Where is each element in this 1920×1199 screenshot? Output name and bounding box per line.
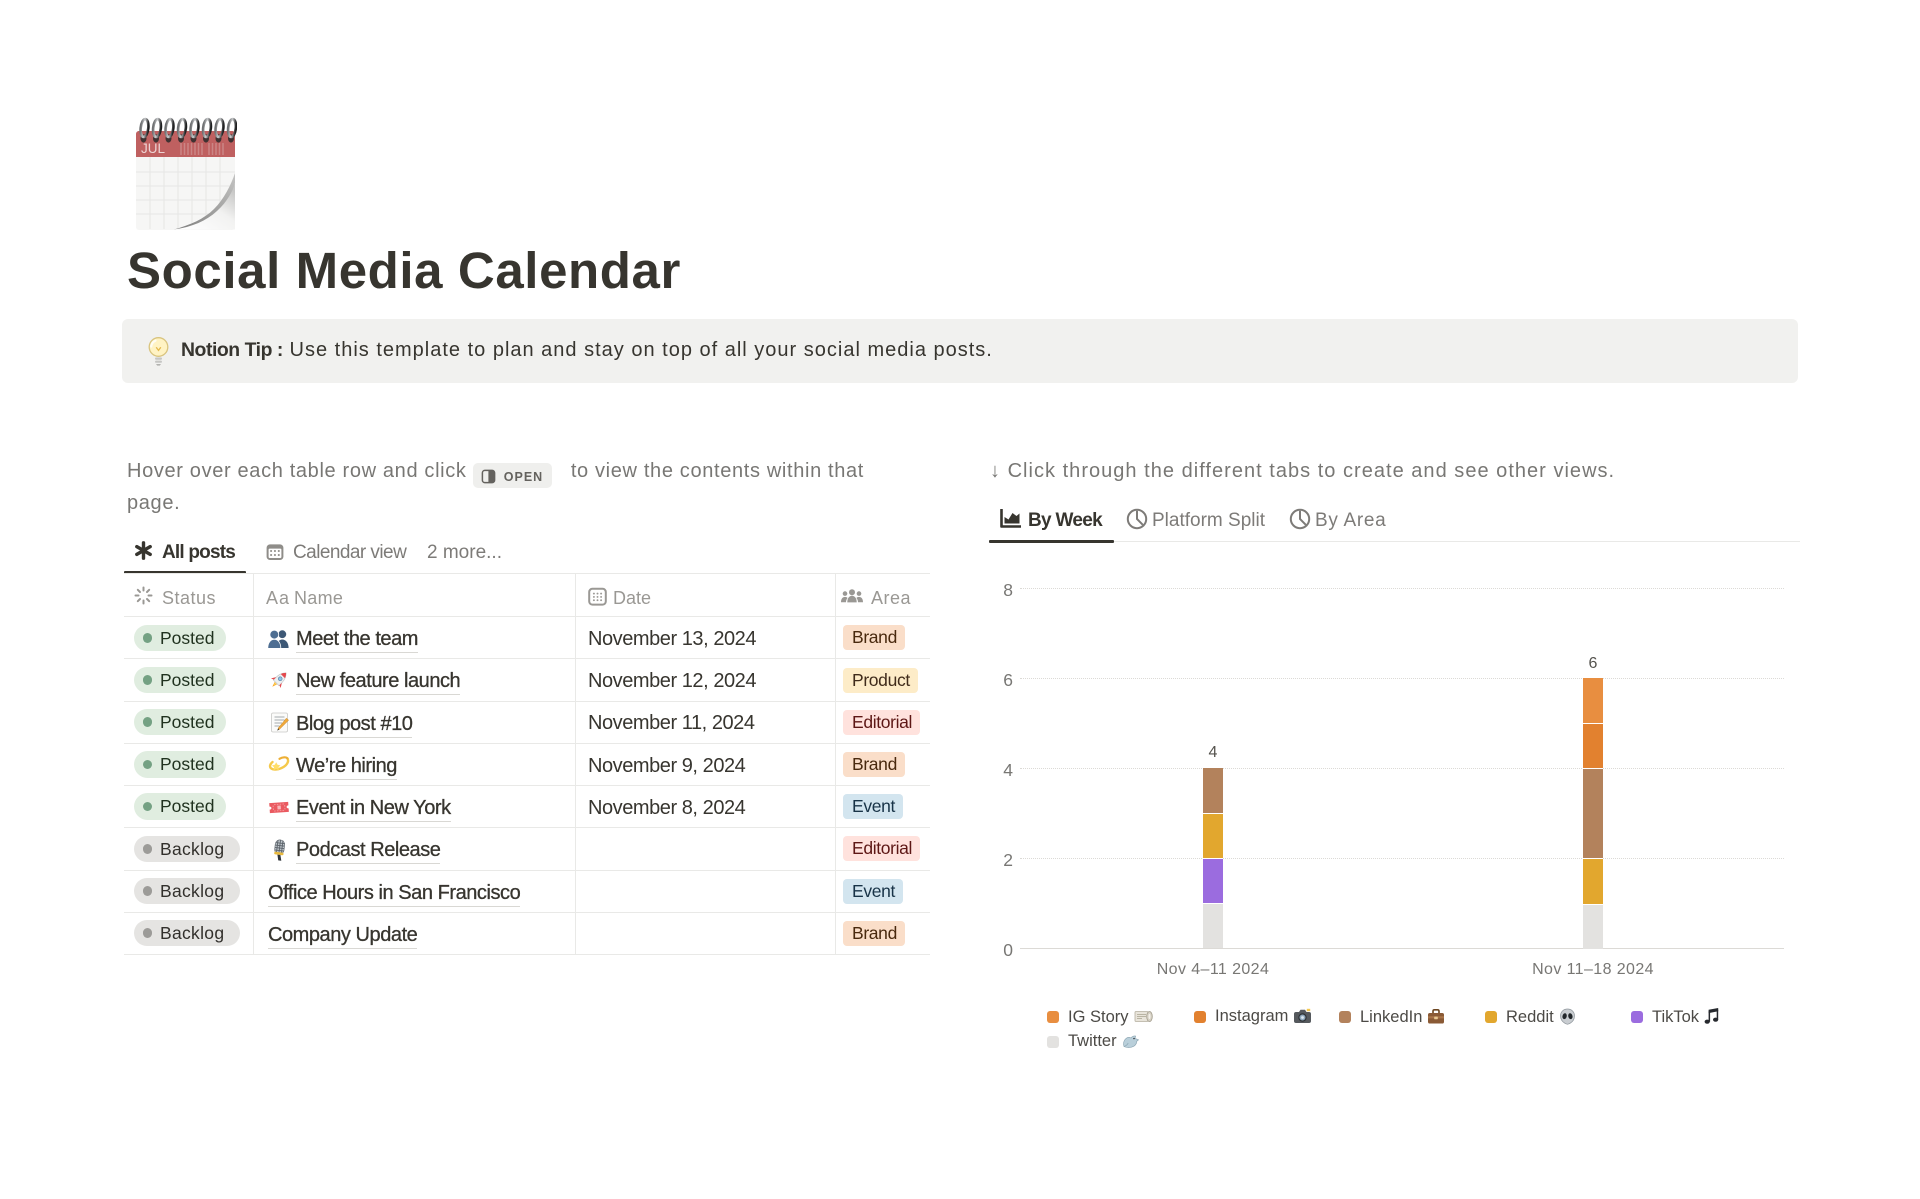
svg-text:JUL: JUL (141, 141, 165, 156)
